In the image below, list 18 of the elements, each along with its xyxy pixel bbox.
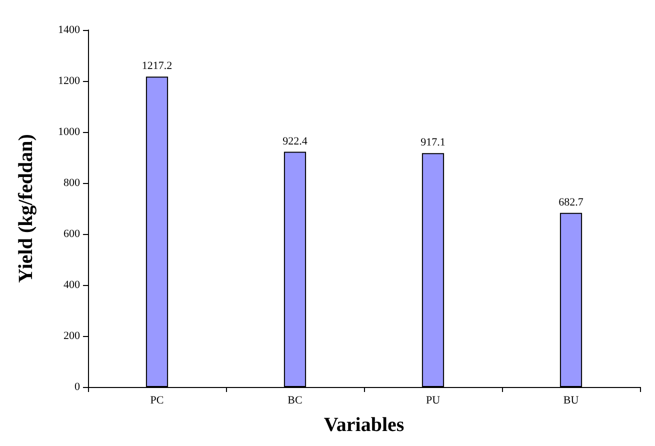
y-tick-label: 1000 <box>58 126 80 138</box>
y-tick-label: 200 <box>64 330 80 342</box>
data-label: 682.7 <box>558 196 584 208</box>
x-axis-title: Variables <box>324 414 404 436</box>
x-tick-label: BC <box>288 394 302 406</box>
x-tick-label: BU <box>563 394 579 406</box>
x-tick-label: PU <box>426 394 440 406</box>
x-tick-label: PC <box>150 394 164 406</box>
y-tick-label: 600 <box>64 228 80 240</box>
data-label: 917.1 <box>420 136 446 149</box>
y-tick-label: 400 <box>64 279 80 291</box>
y-tick-label: 1400 <box>58 24 80 36</box>
y-tick-label: 0 <box>74 381 80 393</box>
y-tick-label: 800 <box>64 177 80 189</box>
y-axis-title: Yield (kg/feddan) <box>15 134 37 283</box>
y-tick-label: 1200 <box>58 75 80 87</box>
data-label: 1217.2 <box>142 60 172 72</box>
data-label: 922.4 <box>282 135 308 148</box>
